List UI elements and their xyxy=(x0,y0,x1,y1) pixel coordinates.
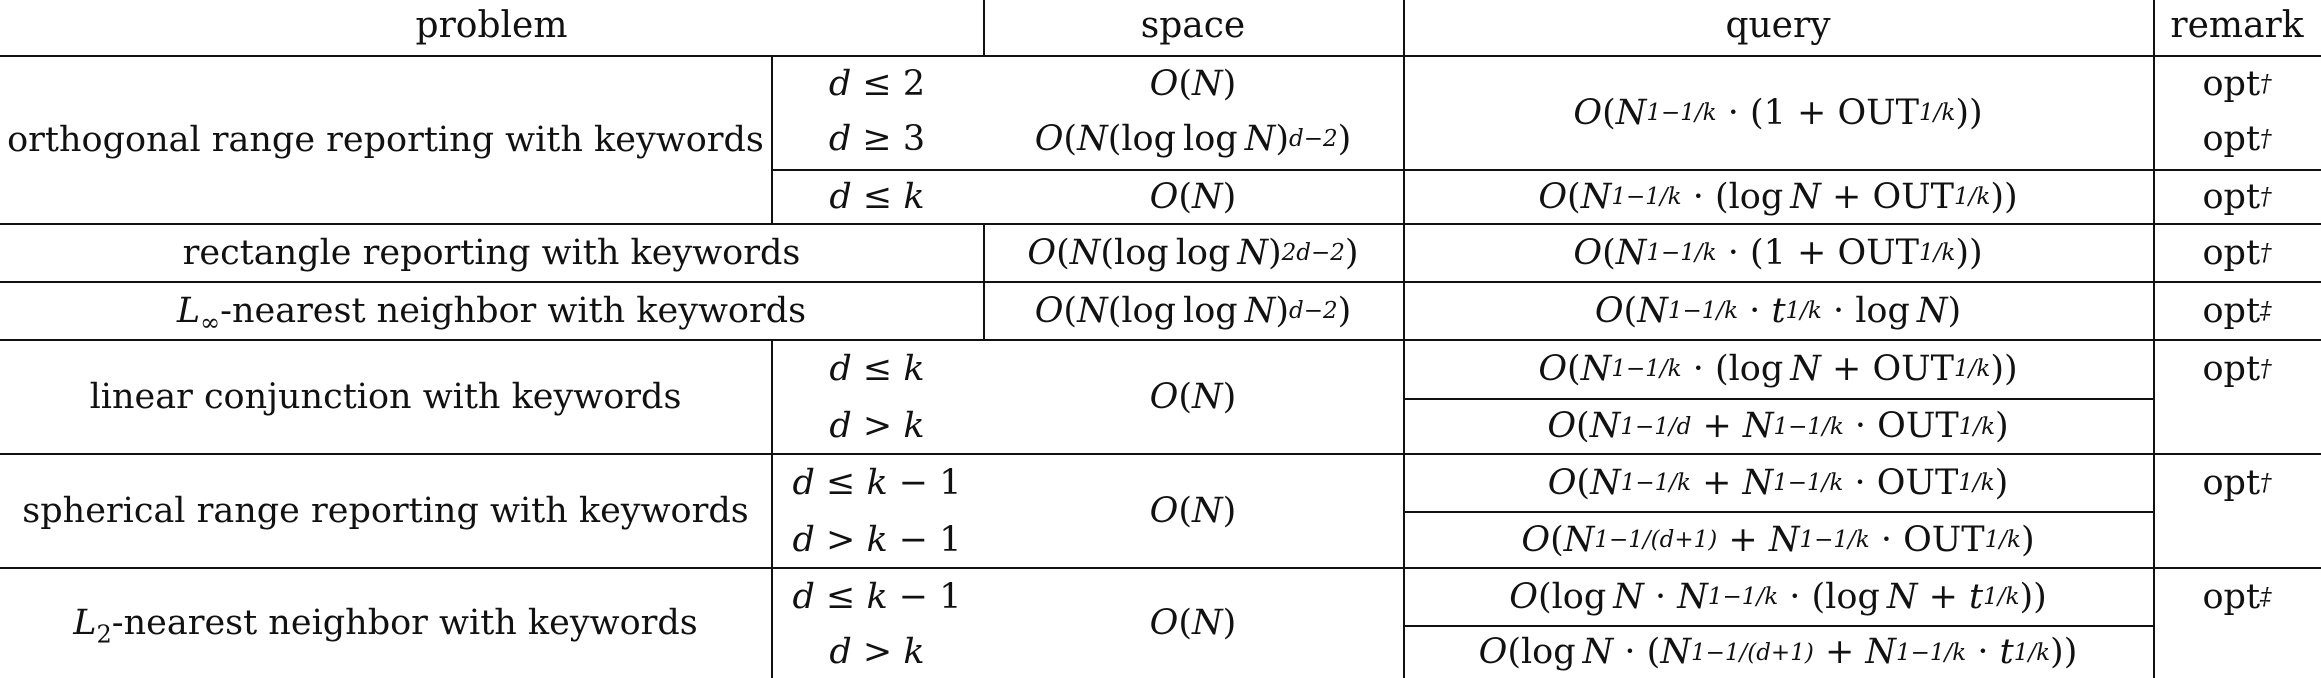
remark-orth-2: opt † xyxy=(2202,118,2272,159)
space-linf: O(N (log log N) d−2) xyxy=(1034,290,1352,331)
rule-space-left-a xyxy=(983,0,985,55)
rule-linf-bottom xyxy=(0,339,2321,341)
space-orth-2: O(N (log log N) d−2) xyxy=(1034,118,1352,159)
query-spherical-2: O(N 1−1/(d+1) + N 1−1/k · OUT 1/k) xyxy=(1521,519,2035,560)
query-linear-1: O(N 1−1/k · (log N + OUT 1/k)) xyxy=(1538,348,2018,389)
rule-query-left xyxy=(1403,0,1405,678)
remark-l2: opt ‡ xyxy=(2202,576,2272,617)
condition-spherical-d-le-k-1: d ≤ k − 1 xyxy=(792,462,962,503)
condition-d-ge-3: d ≥ 3 xyxy=(828,118,926,159)
problem-spherical-range-reporting: spherical range reporting with keywords xyxy=(22,490,749,531)
header-query: query xyxy=(1725,5,1831,46)
condition-linear-d-gt-k: d > k xyxy=(829,405,925,446)
space-linear: O(N) xyxy=(1149,376,1237,417)
condition-l2-d-le-k-1: d ≤ k − 1 xyxy=(792,576,962,617)
condition-linear-d-le-k: d ≤ k xyxy=(829,348,925,389)
remark-orth-3: opt † xyxy=(2202,176,2272,217)
query-orth-1: O(N 1−1/k · (1 + OUT 1/k)) xyxy=(1573,92,1983,133)
rule-remark-left xyxy=(2153,0,2155,678)
rule-rect-bottom xyxy=(0,281,2321,283)
condition-spherical-d-gt-k-1: d > k − 1 xyxy=(792,519,962,560)
rule-cond-left-1 xyxy=(771,55,773,223)
space-orth-3: O(N) xyxy=(1149,176,1237,217)
condition-d-le-2: d ≤ 2 xyxy=(828,63,926,104)
rule-space-left-b xyxy=(983,223,985,339)
problem-linear-conjunction: linear conjunction with keywords xyxy=(89,376,682,417)
rule-header-bottom xyxy=(0,55,2321,57)
query-spherical-1: O(N 1−1/k + N 1−1/k · OUT 1/k) xyxy=(1547,462,2009,503)
rule-cond-left-2 xyxy=(771,339,773,678)
remark-linear: opt † xyxy=(2202,348,2272,389)
remark-linf: opt ‡ xyxy=(2202,290,2272,331)
rule-l2-mid xyxy=(1403,625,2153,627)
problem-rectangle-reporting: rectangle reporting with keywords xyxy=(182,232,801,273)
rule-orth-mid xyxy=(771,169,2321,171)
space-orth-1: O(N) xyxy=(1149,63,1237,104)
remark-spherical: opt † xyxy=(2202,462,2272,503)
query-l2-2: O (log N · (N 1−1/(d+1) + N 1−1/k · t 1/k)) xyxy=(1478,632,2078,672)
problem-linf-nearest-neighbor: L∞-nearest neighbor with keywords xyxy=(176,290,807,336)
query-linf: O(N 1−1/k · t 1/k · log N) xyxy=(1594,290,1962,331)
header-space: space xyxy=(1140,5,1246,46)
rule-spherical-bottom xyxy=(0,567,2321,569)
remark-orth-1: opt † xyxy=(2202,63,2272,104)
problem-l2-nearest-neighbor: L2-nearest neighbor with keywords xyxy=(73,603,698,649)
header-remark: remark xyxy=(2170,5,2304,46)
query-linear-2: O(N 1−1/d + N 1−1/k · OUT 1/k) xyxy=(1547,406,2009,446)
rule-orth-bottom xyxy=(0,223,2321,225)
space-rect: O(N (log log N) 2d−2) xyxy=(1027,232,1359,273)
remark-rect: opt † xyxy=(2202,232,2272,273)
condition-l2-d-gt-k: d > k xyxy=(829,632,925,672)
condition-d-le-k: d ≤ k xyxy=(829,176,925,217)
query-l2-1: O (log N · N 1−1/k · (log N + t 1/k)) xyxy=(1509,576,2047,617)
space-l2: O(N) xyxy=(1149,603,1237,643)
space-spherical: O(N) xyxy=(1149,490,1237,531)
query-rect: O(N 1−1/k · (1 + OUT 1/k)) xyxy=(1573,232,1983,273)
rule-linear-bottom xyxy=(0,453,2321,455)
header-problem: problem xyxy=(415,5,568,46)
query-orth-2: O(N 1−1/k · (log N + OUT 1/k)) xyxy=(1538,176,2018,217)
rule-linear-mid xyxy=(1403,398,2153,400)
rule-spherical-mid xyxy=(1403,511,2153,513)
problem-orthogonal-range-reporting: orthogonal range reporting with keywords xyxy=(7,119,764,160)
